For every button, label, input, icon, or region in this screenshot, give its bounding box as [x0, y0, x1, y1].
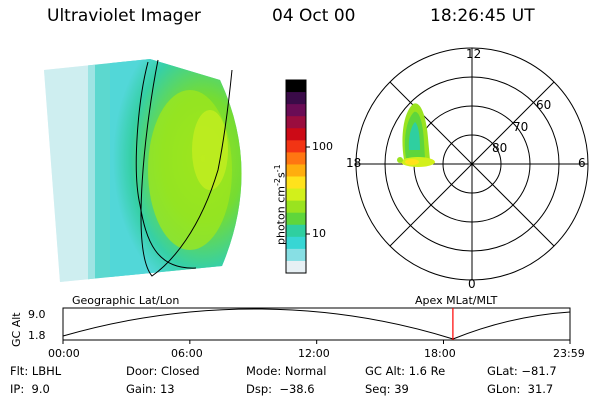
- footprint-line: [140, 59, 233, 277]
- info-seq-value: 39: [394, 382, 409, 396]
- colorbar-swatch: [286, 236, 306, 250]
- info-mode: Mode: Normal: [246, 364, 326, 378]
- info-gcalt-value: 1.6 Re: [408, 364, 446, 378]
- colorbar-swatch: [286, 188, 306, 202]
- info-dsp: Dsp: −38.6: [246, 382, 315, 396]
- orbit-frame: [62, 307, 571, 341]
- lat-label-60: 60: [536, 98, 552, 112]
- colorbar-tick-10: 10: [312, 227, 326, 240]
- info-glon-label: GLon:: [487, 382, 521, 396]
- info-flt-value: LBHL: [31, 364, 62, 378]
- lat-label-80: 80: [492, 141, 508, 155]
- info-door-label: Door:: [126, 364, 158, 378]
- info-seq-label: Seq:: [365, 382, 391, 396]
- info-gcalt: GC Alt: 1.6 Re: [365, 364, 445, 378]
- info-dsp-label: Dsp:: [246, 382, 273, 396]
- orbit-xtick-2359: 23:59: [553, 347, 585, 360]
- colorbar-swatch: [286, 80, 306, 93]
- info-mode-value: Normal: [284, 364, 327, 378]
- time-label: 18:26:45 UT: [430, 6, 535, 26]
- info-ip: IP: 9.0: [10, 382, 50, 396]
- info-gain: Gain: 13: [126, 382, 175, 396]
- colorbar-swatch: [286, 140, 306, 153]
- auroral-emission: [397, 103, 435, 167]
- info-glat: GLat: −81.7: [487, 364, 557, 378]
- colorbar-swatch: [286, 152, 306, 166]
- colorbar-swatch: [286, 104, 306, 117]
- info-seq: Seq: 39: [365, 382, 409, 396]
- orbit-altitude-curve: [62, 308, 571, 340]
- info-glon-value: 31.7: [527, 382, 554, 396]
- instrument-title: Ultraviolet Imager: [47, 6, 201, 26]
- orbit-xtick-0000: 00:00: [48, 347, 80, 360]
- colorbar-tick-100: 100: [312, 140, 333, 153]
- colorbar-swatch: [286, 212, 306, 226]
- orbit-left-title: Geographic Lat/Lon: [72, 294, 180, 307]
- colorbar-swatch: [286, 116, 306, 129]
- colorbar-swatch: [286, 176, 306, 190]
- colorbar-swatch: [286, 92, 306, 105]
- polar-diagonal-2: [389, 81, 555, 247]
- orbit-right-title: Apex MLat/MLT: [415, 294, 498, 307]
- mlt-label-6: 6: [578, 156, 586, 170]
- info-glon: GLon: 31.7: [487, 382, 553, 396]
- terminator-line: [135, 61, 197, 269]
- info-glat-value: −81.7: [521, 364, 557, 378]
- earth-disk: [44, 59, 242, 282]
- info-flt-label: Flt:: [10, 364, 29, 378]
- info-gain-value: 13: [159, 382, 175, 396]
- orbit-xtick-0600: 06:00: [171, 347, 203, 360]
- info-gcalt-label: GC Alt:: [365, 364, 406, 378]
- colorbar-swatch: [286, 164, 306, 178]
- colorbar-swatch: [286, 200, 306, 214]
- orbit-xtick-1200: 12:00: [298, 347, 330, 360]
- info-door: Door: Closed: [126, 364, 200, 378]
- info-glat-label: GLat:: [487, 364, 518, 378]
- info-mode-label: Mode:: [246, 364, 282, 378]
- colorbar-swatch: [286, 260, 306, 274]
- mlt-label-0: 0: [468, 277, 476, 291]
- lat-label-70: 70: [513, 120, 529, 134]
- orbit-ytick-high: 9.0: [28, 308, 46, 321]
- colorbar-swatch: [286, 128, 306, 141]
- orbit-xtick-1800: 18:00: [424, 347, 456, 360]
- info-dsp-value: −38.6: [279, 382, 315, 396]
- info-ip-label: IP:: [10, 382, 25, 396]
- info-ip-value: 9.0: [31, 382, 50, 396]
- mlt-label-18: 18: [346, 156, 362, 170]
- orbit-ytick-low: 1.8: [28, 329, 46, 342]
- colorbar-swatch: [286, 248, 306, 262]
- info-flt: Flt: LBHL: [10, 364, 61, 378]
- info-gain-label: Gain:: [126, 382, 157, 396]
- colorbar-swatch: [286, 224, 306, 238]
- mlt-label-12: 12: [466, 47, 482, 61]
- date-label: 04 Oct 00: [272, 6, 356, 26]
- info-door-value: Closed: [160, 364, 200, 378]
